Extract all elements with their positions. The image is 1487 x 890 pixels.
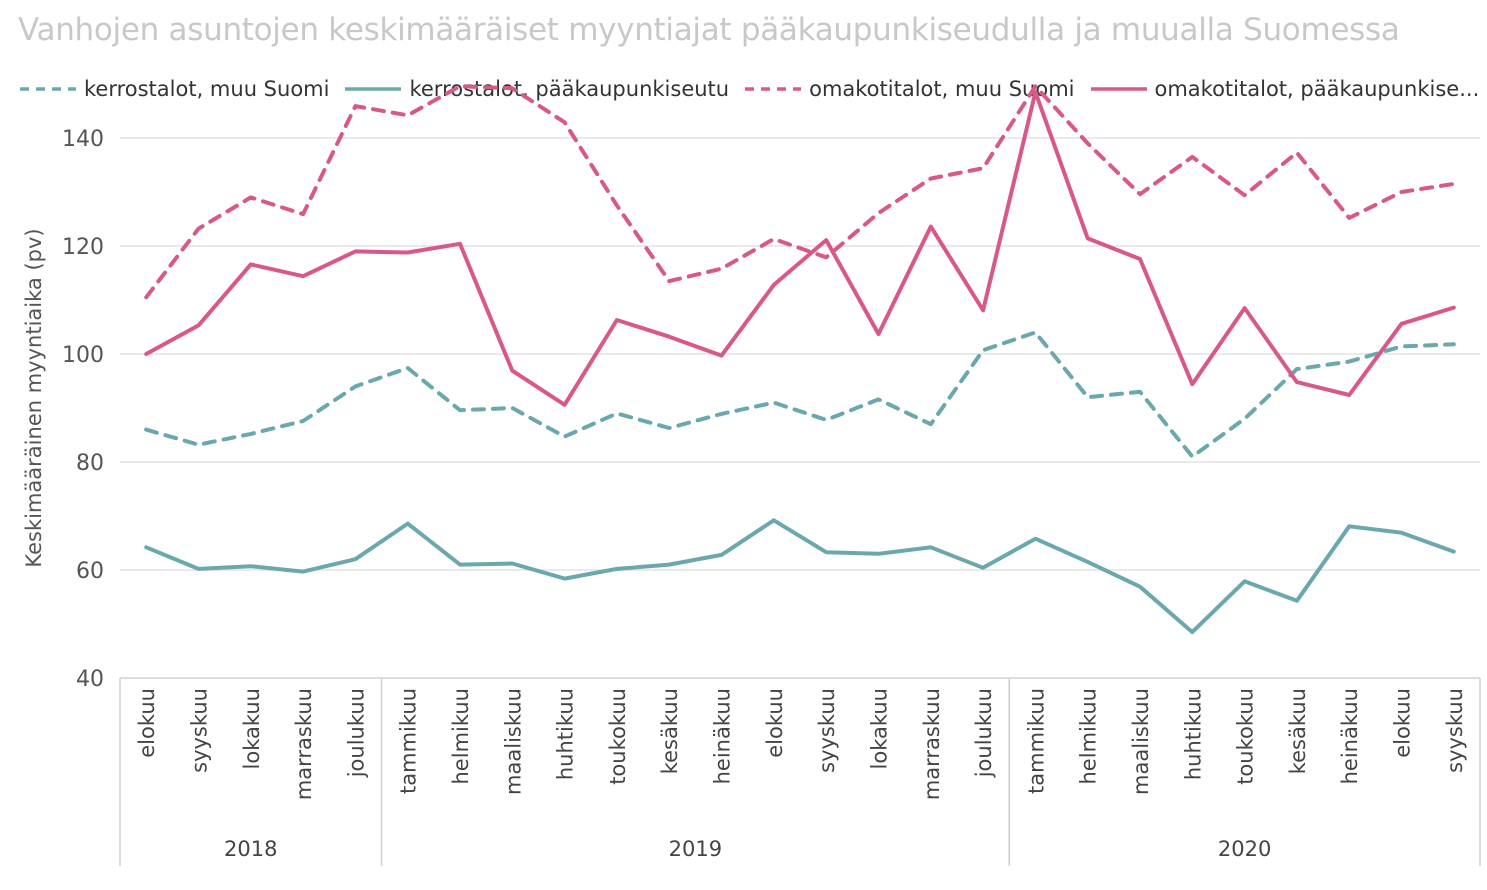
chart-title: Vanhojen asuntojen keskimääräiset myynti… [18,12,1400,48]
x-tick-label-month: elokuu [135,688,159,758]
series-line-2 [144,84,1456,300]
legend-label: kerrostalot, muu Suomi [84,77,330,101]
x-tick-label-month: toukokuu [1234,688,1258,785]
x-tick-label-year: 2020 [1218,837,1271,861]
legend-item-kerrostalot-muu-suomi[interactable]: kerrostalot, muu Suomi [18,77,329,101]
x-tick-label-month: lokakuu [867,688,891,769]
y-tick-label: 120 [62,235,104,260]
x-tick-label-month: heinäkuu [1338,688,1362,784]
y-tick-label: 60 [76,559,104,584]
x-tick-label-month: syyskuu [815,688,839,773]
y-tick-label: 100 [62,343,104,368]
x-tick-label-month: joulukuu [972,688,996,778]
x-tick-label-month: joulukuu [344,688,368,778]
y-tick-label: 40 [76,667,104,692]
x-tick-label-month: maaliskuu [1129,688,1153,795]
x-tick-label-month: marraskuu [920,688,944,800]
x-tick-label-month: heinäkuu [711,688,735,784]
x-tick-label-month: lokakuu [240,688,264,769]
legend-label: kerrostalot, pääkaupunkiseutu [409,77,730,101]
x-tick-label-month: kesäkuu [1286,688,1310,774]
y-tick-label: 80 [76,451,104,476]
x-tick-label-month: tammikuu [397,688,421,794]
x-tick-label-month: huhtikuu [1181,688,1205,780]
x-tick-label-month: syyskuu [1443,688,1467,773]
x-tick-label-month: toukokuu [606,688,630,785]
x-tick-label-year: 2018 [224,837,277,861]
x-tick-label-month: elokuu [763,688,787,758]
x-tick-label-month: huhtikuu [554,688,578,780]
x-tick-label-month: helmikuu [1077,688,1101,785]
x-tick-label-year: 2019 [669,837,722,861]
series-line-3 [144,90,1456,407]
x-tick-label-month: kesäkuu [658,688,682,774]
x-tick-label-month: syyskuu [187,688,211,773]
x-tick-label-month: marraskuu [292,688,316,800]
x-tick-label-month: maaliskuu [501,688,525,795]
legend-item-omakotitalot-paakaupunkiseutu[interactable]: omakotitalot, pääkaupunkise... [1089,77,1480,101]
series-line-1 [144,518,1456,635]
legend-label: omakotitalot, pääkaupunkise... [1154,77,1480,101]
legend-swatch-solid-pink [1090,87,1147,91]
x-tick-label-month: helmikuu [449,688,473,785]
series-line-0 [144,330,1456,459]
legend-swatch-solid-teal [345,87,402,91]
legend-item-kerrostalot-paakaupunkiseutu[interactable]: kerrostalot, pääkaupunkiseutu [343,77,729,101]
y-tick-label: 140 [62,127,104,152]
x-tick-label-month: tammikuu [1024,688,1048,794]
x-tick-label-month: elokuu [1391,688,1415,758]
